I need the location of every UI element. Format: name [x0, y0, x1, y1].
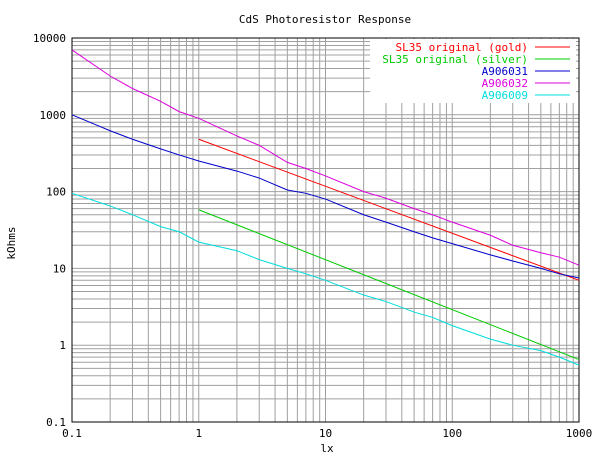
- series-line-5: [71, 192, 580, 366]
- plot-frame: [71, 37, 580, 423]
- x-tick-label: 100: [442, 427, 462, 440]
- grid: [71, 38, 579, 423]
- series-line-1: [198, 138, 580, 281]
- y-tick-label: 10000: [33, 32, 66, 45]
- y-tick-label: 100: [46, 186, 66, 199]
- series-lines: [71, 49, 580, 366]
- legend: SL35 original (gold)SL35 original (silve…: [382, 41, 570, 102]
- series-line-3: [71, 114, 580, 279]
- legend-label-3: A906031: [482, 65, 528, 78]
- legend-label-2: SL35 original (silver): [382, 53, 528, 66]
- x-tick-label: 1: [195, 427, 202, 440]
- x-tick-label: 10: [319, 427, 332, 440]
- ticks: 0.1 1 10 100 1000 0.1 1 10 100 1000 10000: [33, 32, 592, 440]
- series-line-2: [198, 209, 580, 361]
- x-tick-label: 1000: [566, 427, 593, 440]
- y-tick-label: 10: [53, 262, 66, 275]
- y-tick-label: 1000: [40, 109, 67, 122]
- y-tick-label: 0.1: [46, 416, 66, 429]
- legend-label-4: A906032: [482, 77, 528, 90]
- y-axis-label: kOhms: [5, 226, 18, 259]
- x-axis-label: lx: [320, 442, 334, 455]
- legend-label-1: SL35 original (gold): [396, 41, 528, 54]
- y-tick-label: 1: [59, 339, 66, 352]
- legend-label-5: A906009: [482, 89, 528, 102]
- series-line-4: [71, 49, 580, 266]
- chart-title: CdS Photoresistor Response: [239, 13, 411, 26]
- x-tick-label: 0.1: [62, 427, 82, 440]
